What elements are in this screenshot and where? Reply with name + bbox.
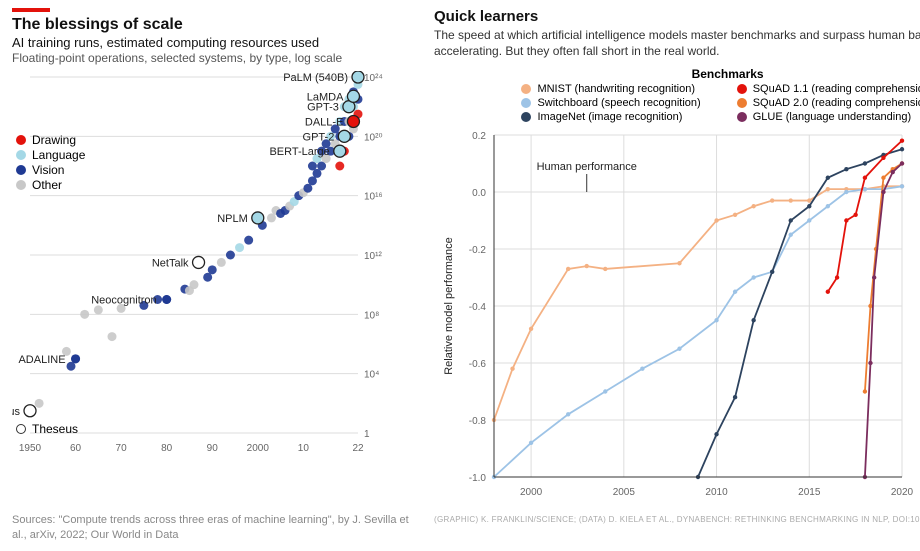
right-title: Quick learners: [434, 8, 920, 25]
svg-text:22: 22: [352, 443, 364, 454]
svg-text:DALL-E: DALL-E: [305, 117, 344, 129]
svg-text:NetTalk: NetTalk: [152, 257, 189, 269]
svg-text:60: 60: [70, 443, 82, 454]
left-panel: The blessings of scale AI training runs,…: [12, 8, 412, 543]
svg-text:10¹⁶: 10¹⁶: [364, 192, 383, 203]
svg-text:1950: 1950: [19, 443, 42, 454]
svg-text:-0.6: -0.6: [469, 359, 487, 370]
svg-text:-0.2: -0.2: [469, 245, 487, 256]
svg-text:-0.8: -0.8: [469, 416, 487, 427]
svg-text:Neocognitron: Neocognitron: [91, 295, 156, 307]
left-legend: DrawingLanguageVisionOtherTheseus: [16, 133, 85, 437]
right-legend: MNIST (handwriting recognition)Switchboa…: [434, 83, 920, 125]
svg-text:80: 80: [161, 443, 173, 454]
svg-text:2005: 2005: [613, 487, 636, 498]
svg-text:BERT-Large: BERT-Large: [269, 146, 329, 158]
right-subtitle: The speed at which artificial intelligen…: [434, 27, 920, 59]
left-note: Floating-point operations, selected syst…: [12, 51, 412, 65]
svg-text:0.0: 0.0: [472, 188, 486, 199]
accent-bar: [12, 8, 50, 12]
svg-text:2020: 2020: [891, 487, 914, 498]
scatter-chart: DrawingLanguageVisionOtherTheseus 1 10⁴ 10…: [12, 71, 412, 505]
line-chart: -1.0 -0.8 -0.6 -0.4 -0.2 0.0 0.2 2000 2005 2010 20…: [434, 125, 914, 505]
svg-text:-0.4: -0.4: [469, 302, 487, 313]
svg-text:2000: 2000: [520, 487, 543, 498]
svg-text:10²⁴: 10²⁴: [364, 73, 383, 84]
right-credit: (GRAPHIC) K. FRANKLIN/SCIENCE; (DATA) D.…: [434, 515, 920, 524]
svg-text:NPLM: NPLM: [217, 213, 248, 225]
svg-text:1: 1: [364, 429, 370, 440]
svg-text:70: 70: [116, 443, 128, 454]
svg-text:10: 10: [298, 443, 310, 454]
svg-text:2010: 2010: [705, 487, 728, 498]
left-subtitle: AI training runs, estimated computing re…: [12, 35, 412, 50]
svg-text:90: 90: [207, 443, 219, 454]
svg-text:10⁸: 10⁸: [364, 310, 379, 321]
left-sources: Sources: "Compute trends across three er…: [12, 513, 412, 543]
svg-text:10²⁰: 10²⁰: [364, 132, 382, 143]
svg-text:LaMDA: LaMDA: [307, 91, 344, 103]
svg-text:10¹²: 10¹²: [364, 251, 382, 262]
svg-text:10⁴: 10⁴: [364, 370, 379, 381]
svg-text:GPT-3: GPT-3: [307, 102, 339, 114]
right-panel: Quick learners The speed at which artifi…: [412, 8, 920, 543]
svg-text:-1.0: -1.0: [469, 473, 487, 484]
left-title: The blessings of scale: [12, 16, 412, 34]
svg-text:0.2: 0.2: [472, 131, 486, 142]
svg-text:Relative model performance: Relative model performance: [443, 238, 455, 376]
svg-text:PaLM (540B): PaLM (540B): [283, 72, 348, 84]
svg-text:Human performance: Human performance: [537, 161, 637, 173]
svg-text:2015: 2015: [798, 487, 821, 498]
benchmark-heading: Benchmarks: [434, 67, 920, 81]
svg-text:GPT-2: GPT-2: [303, 131, 335, 143]
svg-text:2000: 2000: [247, 443, 270, 454]
